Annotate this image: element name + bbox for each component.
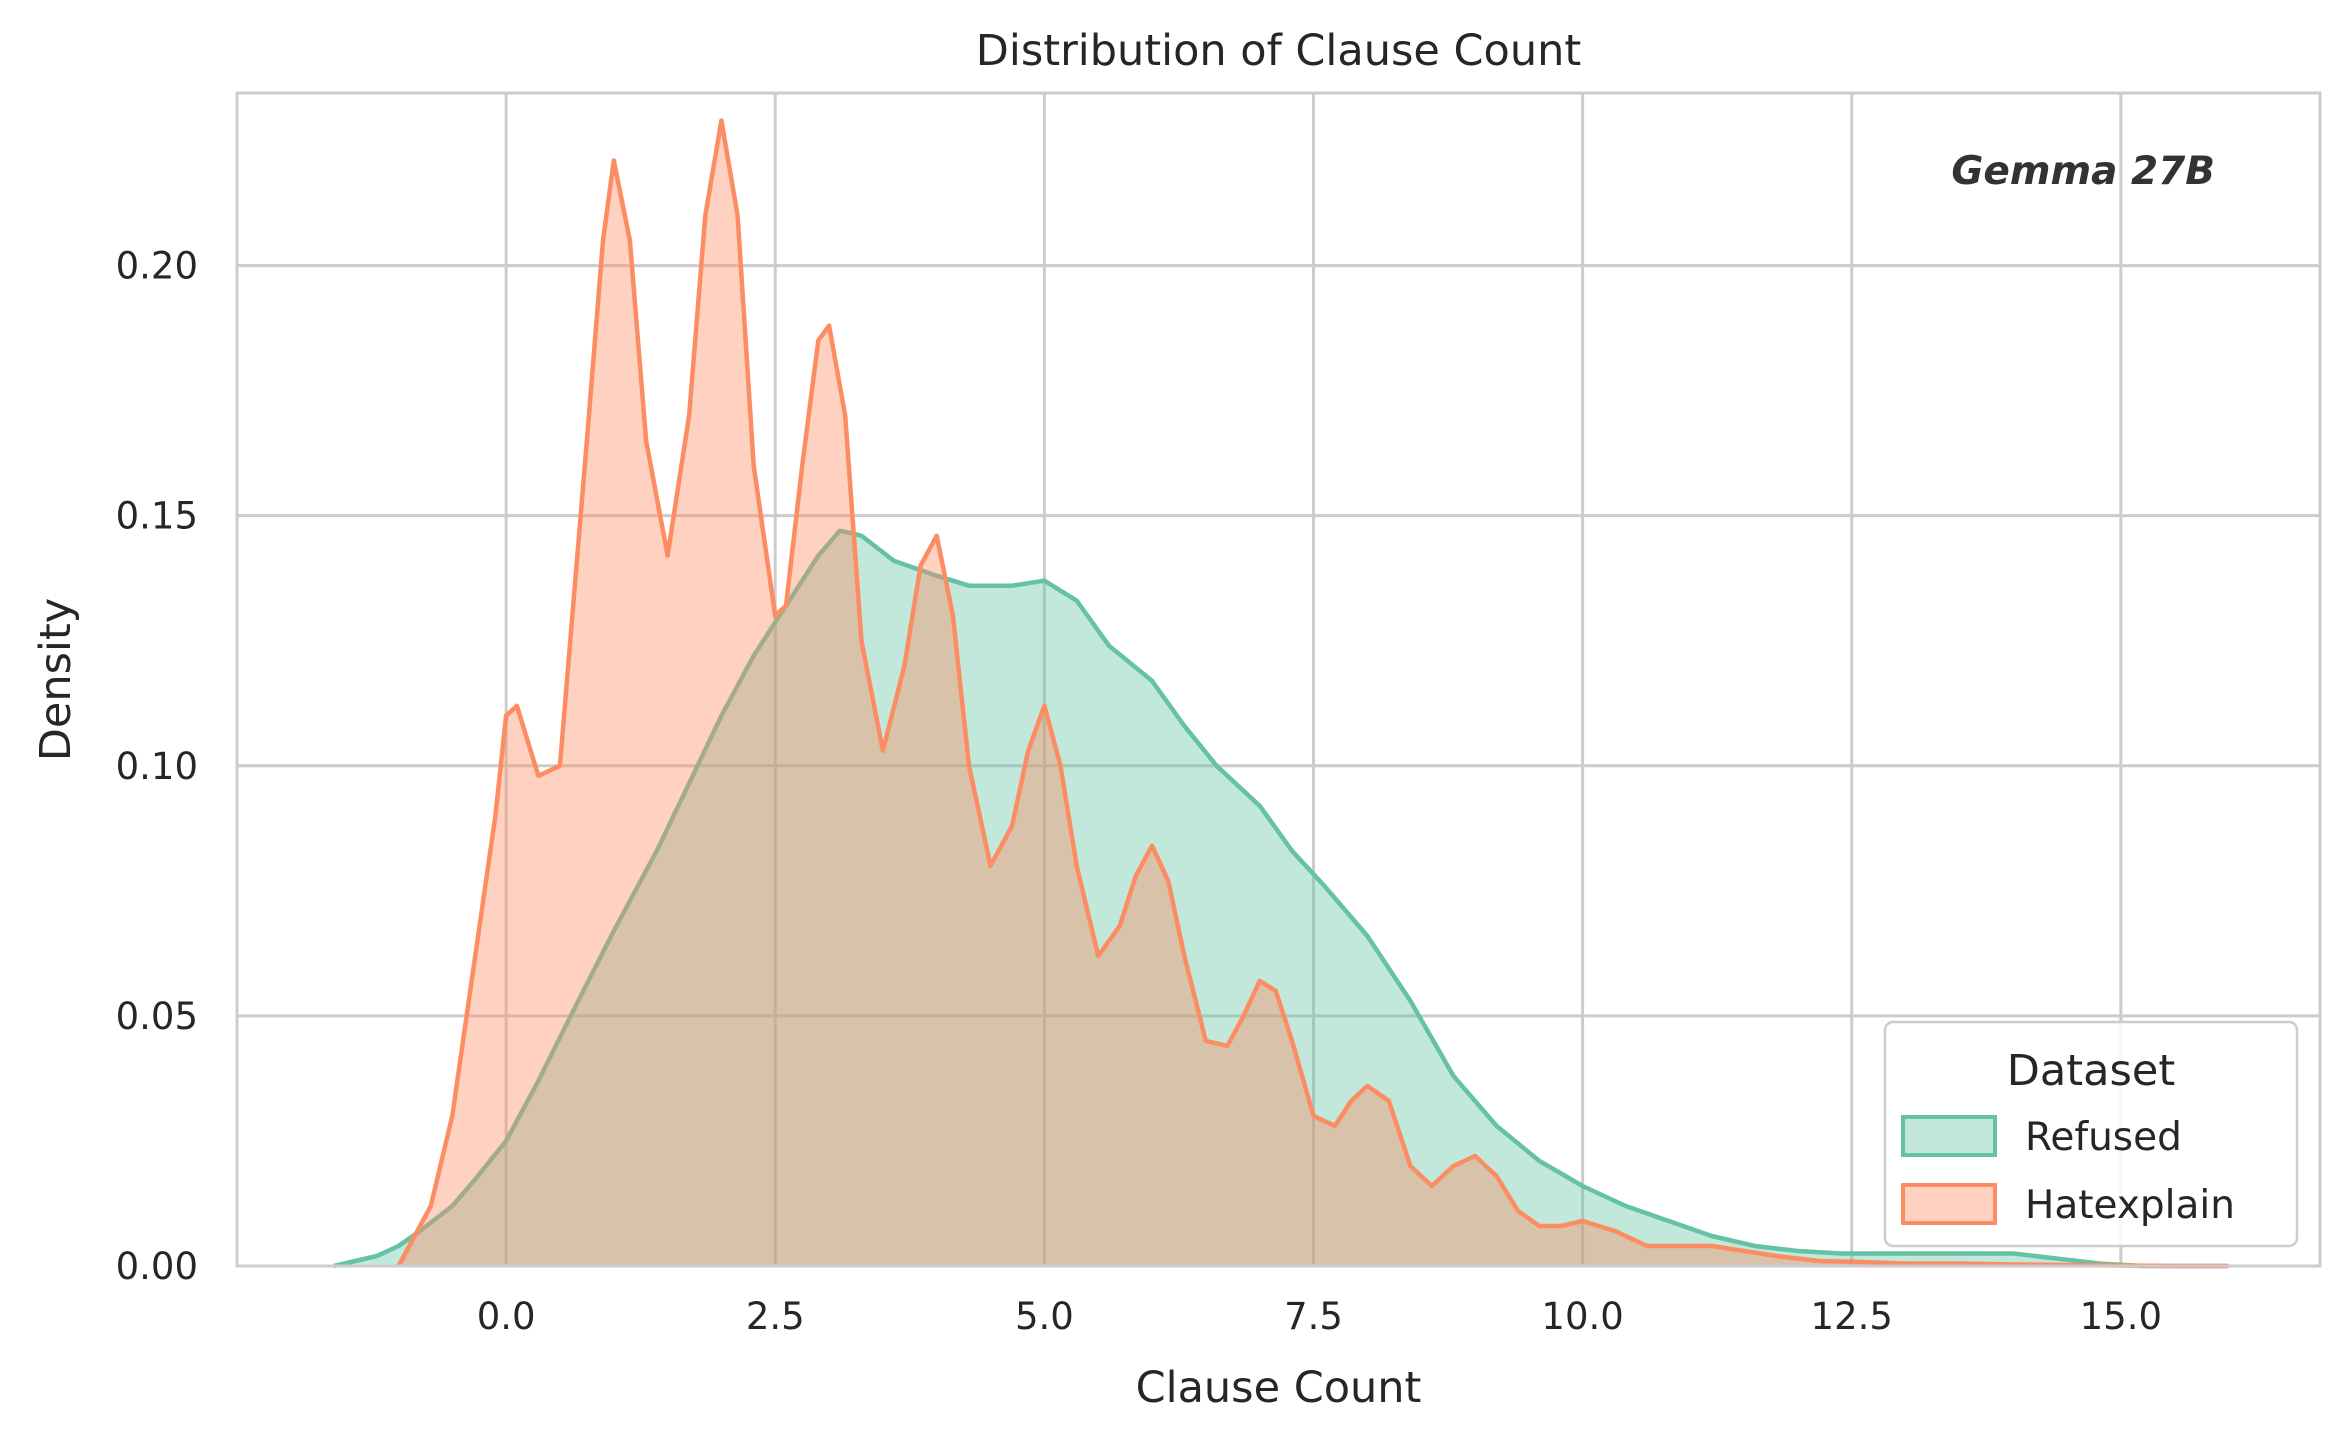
x-tick-label: 15.0 — [2080, 1295, 2162, 1338]
legend: Dataset Refused Hatexplain — [1883, 1020, 2299, 1248]
y-tick-label: 0.15 — [116, 495, 198, 538]
y-tick-label: 0.05 — [116, 995, 198, 1038]
x-tick-label: 12.5 — [1811, 1295, 1893, 1338]
y-tick-label: 0.00 — [116, 1245, 198, 1288]
area-refused — [333, 530, 2229, 1266]
x-axis-label: Clause Count — [1136, 1363, 1422, 1413]
line-refused — [333, 528, 2229, 1269]
legend-items: Refused Hatexplain — [1901, 1115, 2235, 1228]
x-tick-label: 2.5 — [746, 1295, 805, 1338]
x-tick-labels: 0.0 2.5 5.0 7.5 10.0 12.5 15.0 — [477, 1295, 2162, 1338]
area-hatexplain — [398, 120, 2229, 1266]
line-hatexplain — [396, 118, 2229, 1269]
y-axis-label: Density — [31, 598, 81, 761]
y-tick-label: 0.10 — [116, 745, 198, 788]
model-annotation: Gemma 27B — [1951, 149, 2215, 194]
series-layer — [333, 118, 2229, 1269]
legend-swatch-refused — [1901, 1115, 1997, 1157]
x-tick-label: 5.0 — [1015, 1295, 1074, 1338]
legend-swatch-hatexplain — [1901, 1183, 1997, 1225]
legend-box — [1883, 1020, 2299, 1248]
y-tick-labels: 0.00 0.05 0.10 0.15 0.20 — [116, 245, 198, 1288]
x-tick-label: 7.5 — [1284, 1295, 1343, 1338]
chart-title: Distribution of Clause Count — [976, 26, 1581, 76]
x-tick-label: 0.0 — [477, 1295, 536, 1338]
plot-frame — [235, 91, 2322, 1268]
legend-label-hatexplain: Hatexplain — [2025, 1183, 2235, 1228]
legend-title: Dataset — [2007, 1046, 2175, 1096]
y-tick-label: 0.20 — [116, 245, 198, 288]
grid — [237, 93, 2320, 1268]
x-tick-label: 10.0 — [1541, 1295, 1623, 1338]
legend-label-refused: Refused — [2025, 1115, 2182, 1160]
